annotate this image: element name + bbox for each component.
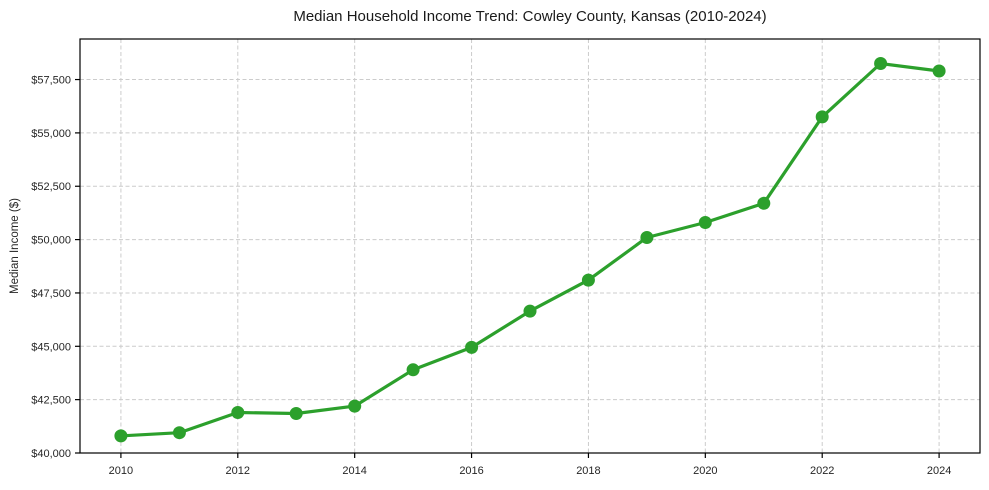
y-tick-label: $57,500 xyxy=(31,75,71,87)
data-point-2012 xyxy=(231,406,245,419)
x-tick-label: 2018 xyxy=(576,465,600,477)
y-tick-label: $52,500 xyxy=(31,181,71,193)
data-point-2020 xyxy=(698,216,712,229)
x-tick-label: 2022 xyxy=(810,465,834,477)
data-point-2021 xyxy=(757,196,771,210)
x-tick-label: 2016 xyxy=(459,465,483,477)
y-tick-label: $45,000 xyxy=(31,341,71,353)
plot-area: $40,000 $42,500 $45,000 $47,500 $50,000 $52,5… xyxy=(31,38,981,477)
y-axis-label: Median Income ($) xyxy=(9,198,21,294)
data-point-2016 xyxy=(465,340,479,354)
y-tick-label: $55,000 xyxy=(31,128,71,140)
plot-border xyxy=(79,38,981,454)
data-point-2013 xyxy=(289,407,303,420)
y-tick-label: $50,000 xyxy=(31,235,71,247)
x-tick-label: 2014 xyxy=(342,465,366,477)
y-tick-label: $47,500 xyxy=(31,288,71,300)
data-point-2017 xyxy=(523,304,537,318)
y-tick-label: $42,500 xyxy=(31,395,71,407)
data-point-2018 xyxy=(581,273,595,287)
chart-title: Median Household Income Trend: Cowley Co… xyxy=(293,8,766,25)
data-point-2010 xyxy=(114,429,128,443)
data-point-2024 xyxy=(932,64,946,78)
data-point-2023 xyxy=(874,57,888,70)
data-point-2014 xyxy=(348,399,362,413)
x-tick-label: 2010 xyxy=(109,465,133,477)
data-point-2011 xyxy=(172,426,186,440)
y-tick-label: $40,000 xyxy=(31,448,71,460)
x-tick-label: 2012 xyxy=(226,465,250,477)
data-point-2022 xyxy=(815,110,829,124)
x-tick-label: 2024 xyxy=(927,465,951,477)
data-point-2015 xyxy=(406,363,420,377)
x-tick-label: 2020 xyxy=(693,465,717,477)
data-point-2019 xyxy=(640,231,654,244)
